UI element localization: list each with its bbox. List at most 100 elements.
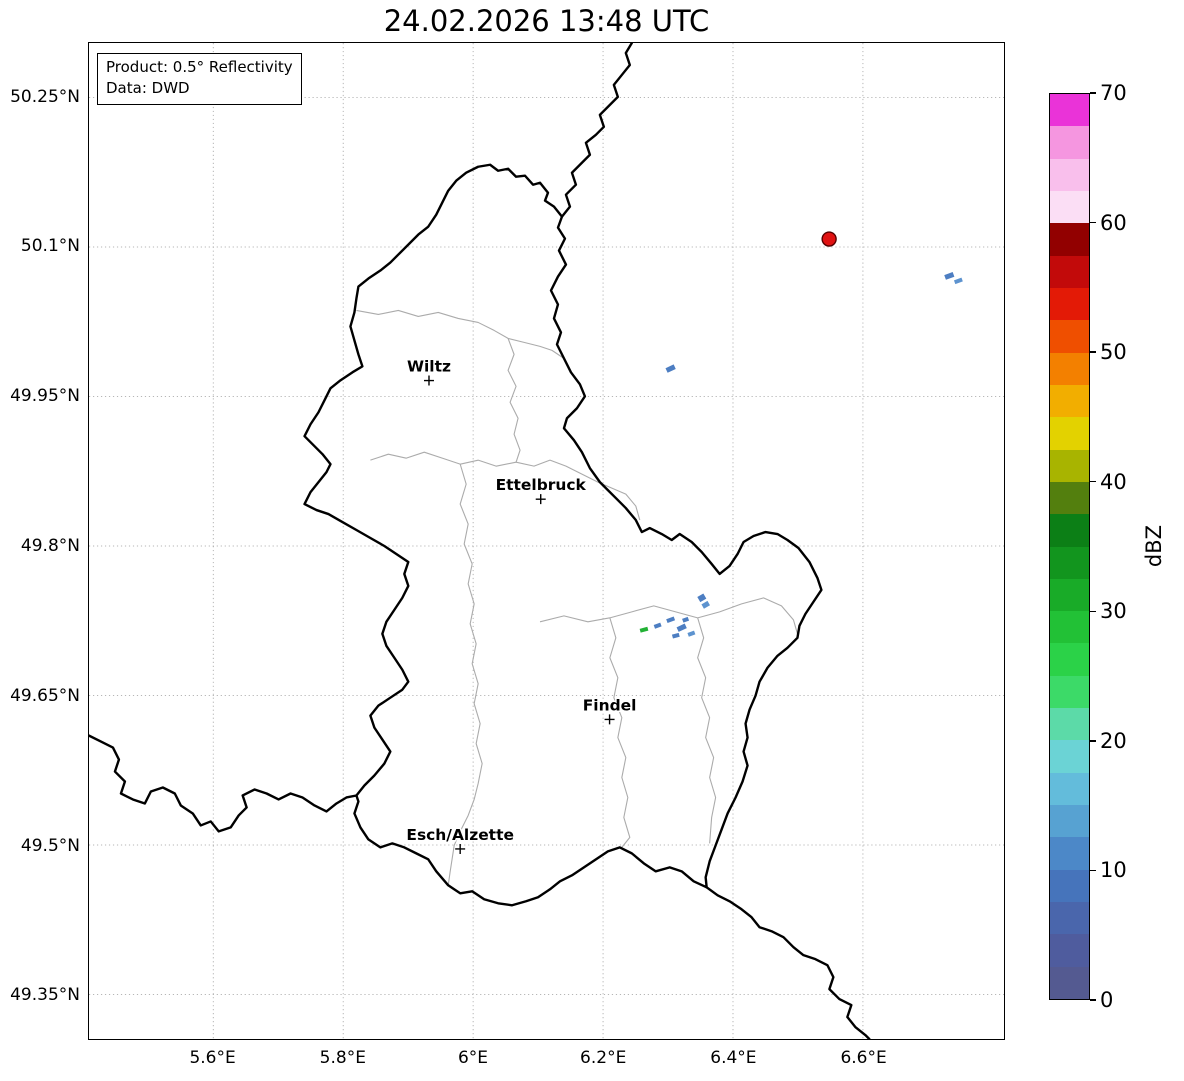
colorbar-tick-mark: [1090, 740, 1096, 742]
colorbar-segment: [1050, 804, 1089, 838]
x-tick-label: 6°E: [457, 1048, 489, 1068]
luxembourg-border: [303, 163, 823, 907]
city-marker-group: Wiltz: [405, 356, 452, 386]
map-canvas: Wiltz Ettelbruck Findel Esch/Alzette: [89, 43, 1004, 1039]
colorbar-segment: [1050, 707, 1089, 741]
district-borders: [356, 309, 798, 886]
radar-echo-layer: [639, 231, 963, 639]
colorbar-tick-label: 0: [1100, 988, 1114, 1012]
colorbar-tick-mark: [1090, 221, 1096, 224]
colorbar-tick-mark: [1090, 610, 1096, 613]
colorbar-tick-label: 40: [1100, 469, 1127, 494]
city-marker-group: Findel: [581, 695, 638, 725]
city-label: Wiltz: [407, 358, 451, 376]
city-marker-group: Ettelbruck: [494, 475, 588, 505]
colorbar-tick-mark: [1090, 92, 1096, 94]
colorbar-segment: [1050, 352, 1089, 385]
city-plus-marker: [535, 494, 546, 505]
colorbar-segment: [1050, 481, 1089, 515]
colorbar-segment: [1050, 287, 1089, 321]
colorbar-segment: [1050, 222, 1089, 256]
colorbar-segment: [1050, 642, 1089, 676]
district-border-path: [370, 451, 641, 521]
district-border-path: [609, 617, 631, 848]
radar-echo: [639, 626, 649, 633]
radar-echo: [953, 277, 963, 285]
colorbar-segment: [1050, 125, 1089, 159]
colorbar-segment: [1050, 158, 1089, 191]
city-plus-marker: [604, 714, 615, 725]
radar-echo-strong: [821, 231, 837, 247]
colorbar-tick-label: 10: [1100, 858, 1127, 883]
colorbar-tick-label: 30: [1100, 599, 1127, 624]
colorbar-segment: [1050, 578, 1089, 612]
product-info-line2: Data: DWD: [106, 79, 190, 98]
colorbar-segment: [1050, 610, 1089, 644]
city-marker-group: Esch/Alzette: [405, 825, 515, 854]
district-border-path: [539, 597, 798, 634]
city-label: Esch/Alzette: [406, 826, 514, 844]
colorbar: [1049, 93, 1090, 1000]
y-tick-label: 50.25°N: [10, 86, 80, 107]
radar-echo: [666, 616, 676, 623]
colorbar-segment: [1050, 319, 1089, 353]
colorbar-segment: [1050, 94, 1089, 127]
figure-title: 24.02.2026 13:48 UTC: [383, 4, 710, 38]
y-tick-label: 50.1°N: [20, 236, 80, 257]
product-info-line1: Product: 0.5° Reflectivity: [106, 58, 293, 76]
colorbar-tick-mark: [1090, 999, 1096, 1001]
colorbar-tick-mark: [1090, 869, 1096, 872]
colorbar-segment: [1050, 836, 1089, 870]
x-tick-label: 5.8°E: [319, 1048, 366, 1068]
x-tick-label: 5.6°E: [189, 1048, 236, 1068]
colorbar-segment: [1050, 772, 1089, 806]
colorbar-segment: [1050, 901, 1089, 935]
colorbar-tick-label: 50: [1100, 340, 1127, 365]
colorbar-segment: [1050, 869, 1089, 903]
x-tick-label: 6.2°E: [580, 1048, 627, 1068]
district-border-path: [447, 463, 483, 886]
colorbar-segment: [1050, 966, 1089, 999]
belgium-germany-border: [560, 43, 634, 218]
colorbar-segment: [1050, 449, 1089, 482]
colorbar-tick-label: 20: [1100, 728, 1127, 753]
radar-echo: [671, 632, 680, 639]
france-germany-border: [705, 886, 871, 1039]
city-plus-marker: [455, 843, 466, 854]
radar-echo: [665, 364, 676, 373]
colorbar-segment: [1050, 190, 1089, 224]
colorbar-segment: [1050, 513, 1089, 547]
city-plus-marker: [423, 375, 434, 386]
map-plot: Wiltz Ettelbruck Findel Esch/Alzette Produc…: [88, 42, 1005, 1040]
district-border-path: [697, 617, 717, 844]
colorbar-segment: [1050, 545, 1089, 579]
radar-echo: [676, 623, 687, 632]
x-tick-label: 6.4°E: [710, 1048, 757, 1068]
y-tick-label: 49.35°N: [10, 985, 80, 1006]
radar-echo: [697, 593, 707, 603]
colorbar-tick-label: 70: [1100, 81, 1127, 105]
district-border-path: [507, 338, 521, 463]
y-tick-label: 49.95°N: [10, 386, 80, 407]
colorbar-segment: [1050, 255, 1089, 288]
radar-echo: [944, 272, 955, 280]
radar-echo: [687, 630, 696, 637]
colorbar-tick-mark: [1090, 480, 1096, 483]
city-layer: Wiltz Ettelbruck Findel Esch/Alzette: [405, 356, 638, 854]
colorbar-tick-label: 60: [1100, 210, 1127, 235]
radar-echo: [682, 616, 690, 623]
colorbar-axis-label: dBZ: [1142, 524, 1166, 568]
colorbar-tick-mark: [1090, 351, 1096, 353]
district-border-path: [356, 309, 565, 359]
colorbar-segment: [1050, 416, 1089, 450]
x-tick-label: 6.6°E: [840, 1048, 887, 1068]
colorbar-segment: [1050, 675, 1089, 709]
y-tick-label: 49.8°N: [20, 536, 80, 556]
country-borders: [89, 43, 871, 1039]
gridlines: [89, 43, 1004, 1039]
colorbar-segment: [1050, 933, 1089, 967]
colorbar-segment: [1050, 384, 1089, 418]
y-tick-label: 49.5°N: [20, 835, 80, 856]
radar-echo: [653, 622, 662, 629]
